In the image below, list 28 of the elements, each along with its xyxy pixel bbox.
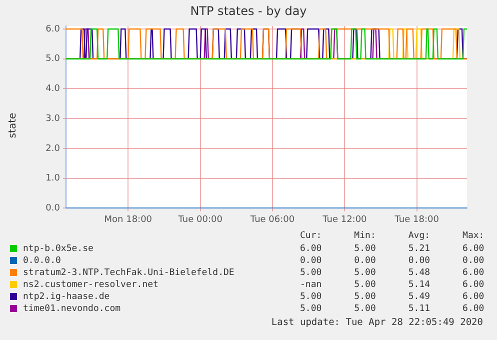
legend-label: stratum2-3.NTP.TechFak.Uni-Bielefeld.DE [23,268,234,278]
y-tick-label: 1.0 [46,174,60,184]
x-tick-label: Mon 18:00 [104,214,152,225]
legend-label: ns2.customer-resolver.net [23,280,158,290]
x-tick-label: Tue 18:00 [394,214,440,225]
text: 0.00 0.00 0.00 0.00 [300,255,484,267]
text: 6.00 5.00 5.21 6.00 [300,243,484,255]
chart-title: NTP states - by day [189,4,308,18]
text: 5.00 5.00 5.49 6.00 [300,291,484,303]
y-tick-label: 4.0 [46,84,60,94]
x-tick-label: Tue 12:00 [322,214,368,225]
text: Last update: Tue Apr 28 22:05:49 2020 [271,317,483,328]
y-tick-label: 0.0 [46,204,60,214]
legend-label: time01.nevondo.com [23,304,121,314]
x-tick-label: Tue 00:00 [177,214,223,225]
text: 5.00 5.00 5.11 6.00 [300,303,484,315]
y-tick-label: 3.0 [46,114,60,124]
text: -nan 5.00 5.14 6.00 [300,279,484,291]
text: 5.00 5.00 5.48 6.00 [300,267,484,279]
text: Cur: Min: Avg: Max: [300,231,484,241]
y-axis-title: state [8,112,18,140]
y-tick-label: 6.0 [46,24,60,34]
legend-label: ntp-b.0x5e.se [23,244,94,254]
y-tick-label: 2.0 [46,144,60,154]
x-tick-label: Tue 06:00 [249,214,295,225]
legend-label: ntp2.ig-haase.de [23,292,110,302]
legend-label: 0.0.0.0 [23,256,61,266]
y-tick-label: 5.0 [46,54,60,64]
